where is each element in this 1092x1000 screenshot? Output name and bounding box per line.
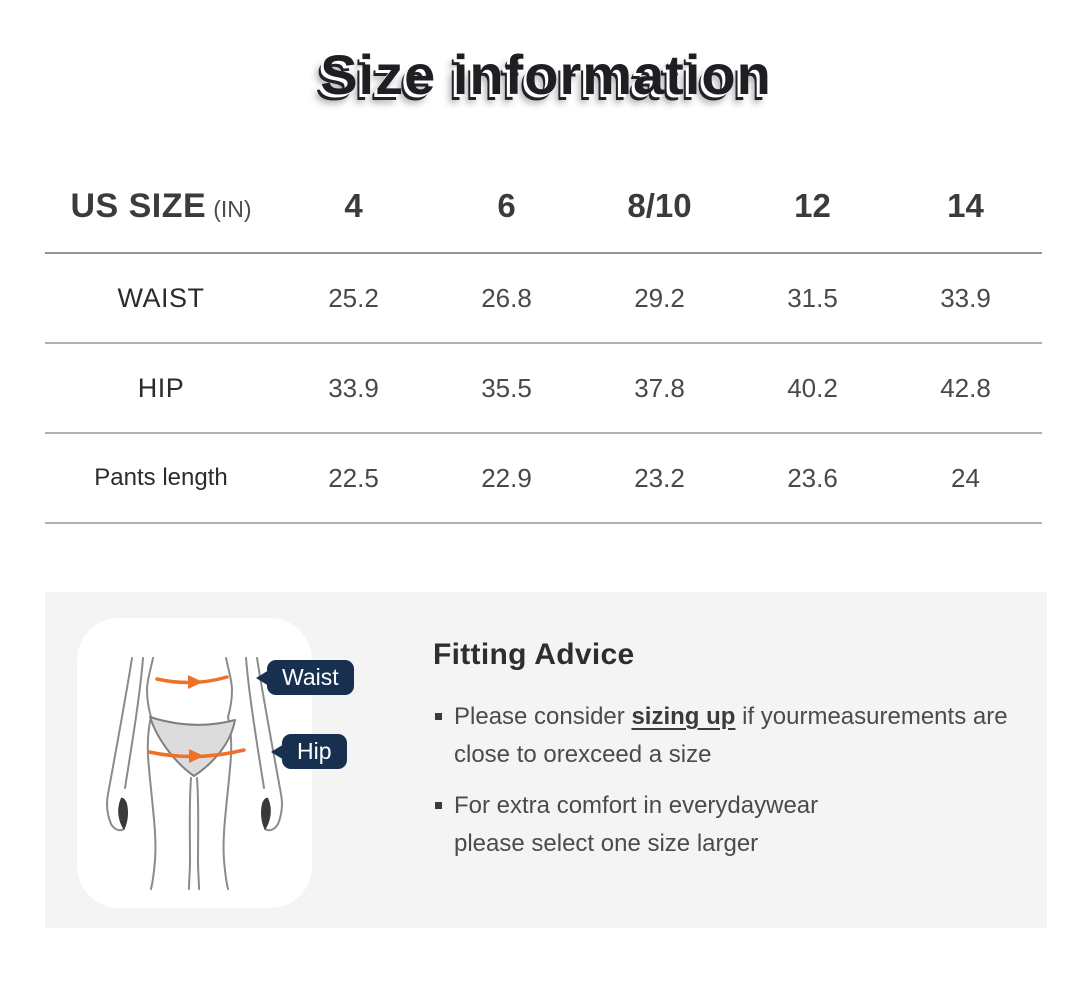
pants-length-value: 22.5 [328, 462, 379, 493]
table-header-row: US SIZE (IN) 4 6 8/10 12 14 [45, 160, 1042, 254]
bullet1-pre: Please consider [454, 703, 632, 730]
table-row-pants-length: Pants length 22.5 22.9 23.2 23.6 24 [45, 434, 1042, 524]
hip-value: 42.8 [940, 372, 991, 403]
hip-value: 33.9 [328, 372, 379, 403]
pants-length-value: 22.9 [481, 462, 532, 493]
square-bullet-icon [435, 802, 442, 809]
waist-value: 31.5 [787, 282, 838, 313]
waist-value: 25.2 [328, 282, 379, 313]
pants-length-value: 24 [951, 462, 980, 493]
fitting-advice-list: Please consider sizing up if yourmeasure… [433, 698, 1039, 863]
size-column-14: 14 [947, 187, 984, 224]
square-bullet-icon [435, 713, 442, 720]
fitting-advice-section: Fitting Advice Please consider sizing up… [433, 638, 1039, 876]
title-block: Size information [0, 42, 1092, 107]
waist-value: 29.2 [634, 282, 685, 313]
pants-length-value: 23.2 [634, 462, 685, 493]
advice-bullet-sizing-up: Please consider sizing up if yourmeasure… [433, 698, 1039, 774]
waist-arrow-icon [155, 675, 229, 689]
hip-value: 40.2 [787, 372, 838, 403]
page-title: Size information [320, 43, 772, 106]
us-size-header-cell: US SIZE (IN) [45, 187, 277, 226]
advice-bullet-extra-comfort: For extra comfort in everydaywear please… [433, 787, 1039, 863]
unit-label: (IN) [213, 195, 252, 222]
body-measurement-illustration [106, 657, 283, 890]
waist-value: 33.9 [940, 282, 991, 313]
panty-shape [149, 716, 236, 777]
size-column-4: 4 [344, 187, 363, 224]
row-label-hip: HIP [137, 372, 185, 403]
size-table: US SIZE (IN) 4 6 8/10 12 14 WAIST 25.2 2… [45, 160, 1042, 524]
size-column-8-10: 8/10 [627, 187, 692, 224]
bullet2-line2: please select one size larger [454, 830, 759, 857]
row-label-waist: WAIST [117, 282, 205, 313]
row-label-pants-length: Pants length [94, 464, 228, 491]
waist-value: 26.8 [481, 282, 532, 313]
hip-value: 35.5 [481, 372, 532, 403]
us-size-label: US SIZE [70, 186, 207, 225]
size-column-6: 6 [497, 187, 516, 224]
hip-label-bubble: Hip [282, 734, 347, 769]
hip-label: Hip [297, 738, 332, 764]
fitting-advice-heading: Fitting Advice [433, 638, 635, 671]
bullet2-line1: For extra comfort in everydaywear [454, 792, 819, 819]
hip-arrow-icon [147, 748, 246, 763]
size-column-12: 12 [794, 187, 831, 224]
table-row-waist: WAIST 25.2 26.8 29.2 31.5 33.9 [45, 254, 1042, 344]
hip-value: 37.8 [634, 372, 685, 403]
pants-length-value: 23.6 [787, 462, 838, 493]
bullet1-post: if yourmeasurements are close to orexcee… [454, 703, 1008, 768]
sizing-up-link[interactable]: sizing up [631, 703, 736, 730]
table-row-hip: HIP 33.9 35.5 37.8 40.2 42.8 [45, 344, 1042, 434]
measurement-guide-panel: Waist Hip Fitting Advice Please consider… [45, 592, 1047, 928]
waist-label-bubble: Waist [267, 660, 354, 695]
waist-label: Waist [282, 664, 339, 690]
